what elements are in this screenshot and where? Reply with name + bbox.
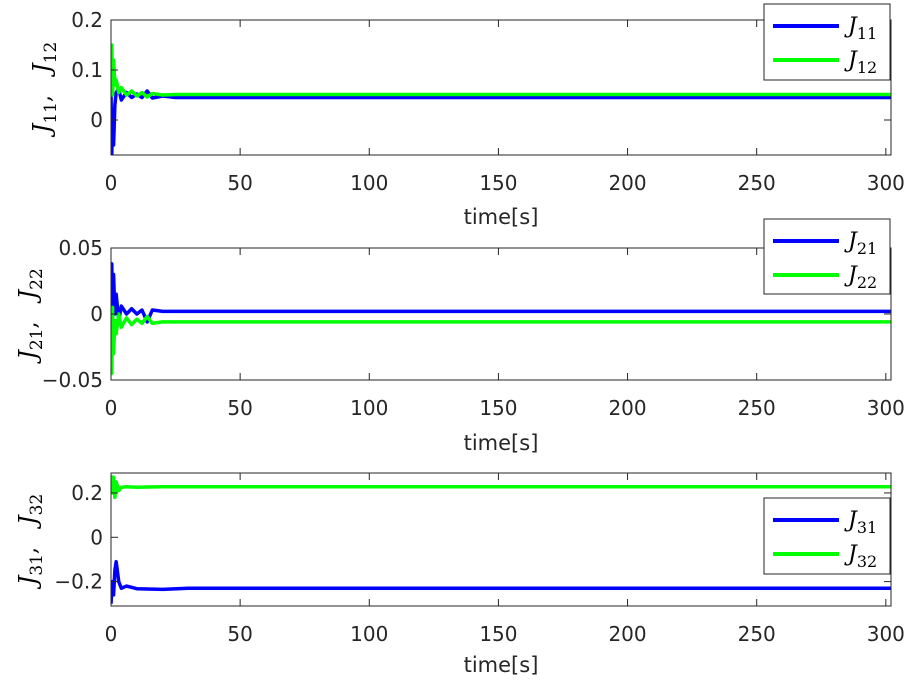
y-tick-label: −0.2 <box>54 570 103 594</box>
legend-label-j12: J12 <box>844 48 877 77</box>
x-axis-label: time[s] <box>464 431 539 455</box>
legend-label-symbol: J <box>844 263 858 288</box>
y-axis-label-subscript: 21 <box>27 329 47 351</box>
series-line-j31 <box>111 559 891 604</box>
series-line-j11 <box>111 87 891 155</box>
x-tick-label: 150 <box>479 622 517 646</box>
legend-label-symbol: J <box>844 48 858 73</box>
legend-label-symbol: J <box>844 229 858 254</box>
x-tick-label: 0 <box>105 622 118 646</box>
y-axis-label-subscript: 32 <box>27 494 47 516</box>
legend-box <box>763 3 891 81</box>
series-line-j21 <box>111 262 891 329</box>
x-tick-label: 150 <box>479 396 517 420</box>
legend-label-subscript: 11 <box>857 24 877 43</box>
x-tick-label: 300 <box>867 396 905 420</box>
legend-label-subscript: 32 <box>857 552 877 571</box>
plot-frame <box>110 19 892 156</box>
series-line-j32 <box>111 475 891 500</box>
y-tick-label: 0.2 <box>71 481 103 505</box>
y-axis-label-symbol: J <box>14 574 42 590</box>
legend-label-symbol: J <box>844 508 858 533</box>
legend-label-subscript: 12 <box>857 58 877 77</box>
y-tick-label: 0.2 <box>71 8 103 32</box>
y-tick-label: 0.1 <box>71 58 103 82</box>
x-axis-label: time[s] <box>464 653 539 677</box>
x-tick-label: 300 <box>867 622 905 646</box>
x-tick-label: 0 <box>105 171 118 195</box>
x-tick-label: 250 <box>738 171 776 195</box>
legend-label-symbol: J <box>844 542 858 567</box>
legend-label-subscript: 21 <box>857 239 877 258</box>
y-tick-label: 0 <box>90 108 103 132</box>
chart-2: 0 50 100 150 200 250 300−0.0500.05time[s]J21, … <box>14 218 905 455</box>
x-tick-label: 100 <box>350 396 388 420</box>
x-axis-label: time[s] <box>464 205 539 229</box>
x-tick-label: 100 <box>350 622 388 646</box>
legend-label-symbol: J <box>844 14 858 39</box>
x-tick-label: 50 <box>227 622 252 646</box>
x-tick-label: 300 <box>867 171 905 195</box>
y-axis-label-subscript: 22 <box>27 268 47 290</box>
series-line-j22 <box>111 305 891 376</box>
legend-box <box>763 218 891 295</box>
y-tick-label: 0.05 <box>58 236 103 260</box>
y-tick-label: 0 <box>90 525 103 549</box>
legend-label-j11: J11 <box>844 14 877 43</box>
y-axis-label-subscript: 31 <box>27 554 47 576</box>
y-axis-label-symbol: J <box>14 349 42 365</box>
y-tick-label: −0.05 <box>42 368 103 392</box>
y-axis-label-subscript: 12 <box>41 42 61 64</box>
x-tick-label: 250 <box>738 622 776 646</box>
x-tick-label: 50 <box>227 171 252 195</box>
legend-label-j22: J22 <box>844 263 877 292</box>
y-axis-label: J21, J22 <box>14 268 47 365</box>
legend-label-subscript: 31 <box>857 518 877 537</box>
y-axis-label-symbol: J <box>28 122 56 138</box>
y-tick-label: 0 <box>90 302 103 326</box>
y-axis-label-subscript: 11 <box>41 102 61 124</box>
series-line-j12 <box>111 43 891 99</box>
legend-label-subscript: 22 <box>857 273 877 292</box>
legend-box <box>763 497 891 575</box>
plot-frame <box>110 472 892 607</box>
y-axis-label: J31, J32 <box>14 494 47 591</box>
legend-label-j21: J21 <box>844 229 877 258</box>
x-tick-label: 200 <box>608 171 646 195</box>
x-tick-label: 200 <box>608 396 646 420</box>
x-tick-label: 50 <box>227 396 252 420</box>
legend-label-j32: J32 <box>844 542 877 571</box>
legend-label-j31: J31 <box>844 508 877 537</box>
x-tick-label: 200 <box>608 622 646 646</box>
x-tick-label: 250 <box>738 396 776 420</box>
x-tick-label: 150 <box>479 171 517 195</box>
y-axis-label: J11, J12 <box>28 42 61 139</box>
x-tick-label: 100 <box>350 171 388 195</box>
x-tick-label: 0 <box>105 396 118 420</box>
